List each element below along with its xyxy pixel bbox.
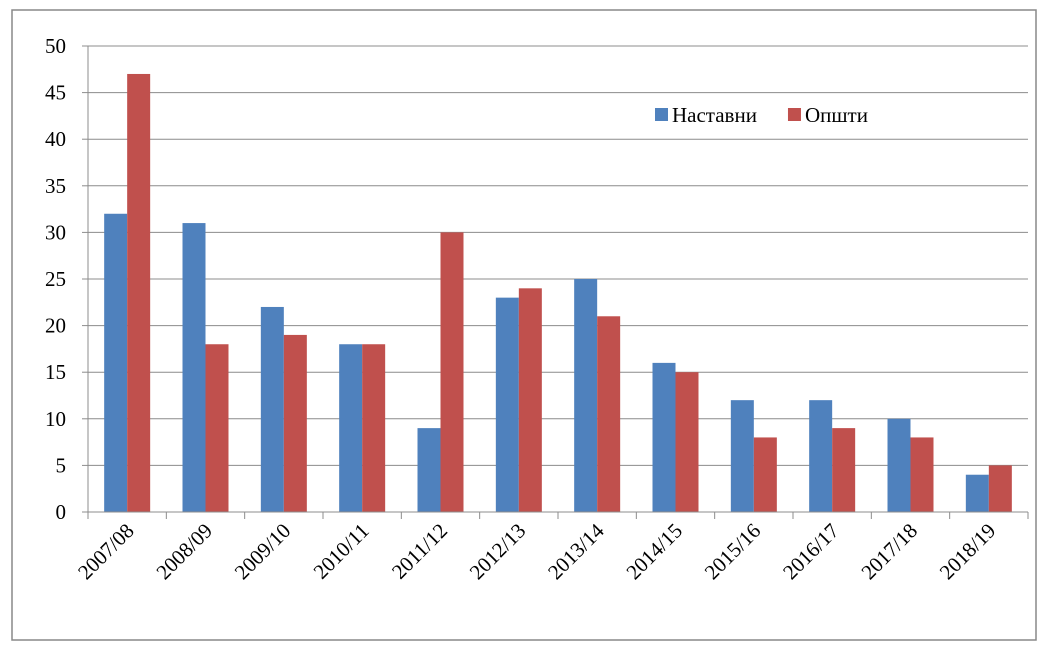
x-tick-label: 2017/18 bbox=[856, 519, 922, 585]
y-tick-label: 20 bbox=[45, 314, 66, 338]
y-tick-label: 35 bbox=[45, 174, 66, 198]
bar bbox=[440, 232, 464, 512]
bar bbox=[362, 344, 386, 512]
x-tick-label: 2010/11 bbox=[309, 519, 374, 584]
bar bbox=[260, 306, 284, 512]
bar bbox=[127, 73, 151, 513]
x-tick-label: 2007/08 bbox=[73, 519, 139, 585]
x-tick-label: 2016/17 bbox=[778, 519, 844, 585]
x-tick-label: 2014/15 bbox=[621, 519, 687, 585]
bar bbox=[832, 428, 856, 512]
bar bbox=[730, 400, 754, 512]
bar bbox=[652, 362, 676, 512]
bar bbox=[675, 372, 699, 512]
bar bbox=[518, 288, 542, 512]
y-tick-label: 50 bbox=[45, 34, 66, 58]
y-tick-label: 10 bbox=[45, 407, 66, 431]
x-tick-label: 2018/19 bbox=[935, 519, 1001, 585]
bar bbox=[965, 474, 989, 512]
bar bbox=[910, 437, 934, 512]
bar bbox=[182, 223, 206, 512]
bar bbox=[339, 344, 363, 512]
bar bbox=[205, 344, 229, 512]
bar bbox=[283, 334, 307, 512]
legend-swatch bbox=[655, 108, 668, 121]
y-tick-label: 40 bbox=[45, 127, 66, 151]
bar bbox=[753, 437, 777, 512]
x-tick-label: 2009/10 bbox=[230, 519, 296, 585]
bar bbox=[887, 418, 911, 512]
x-tick-label: 2008/09 bbox=[151, 519, 217, 585]
bar bbox=[417, 428, 441, 512]
y-tick-label: 0 bbox=[56, 500, 67, 524]
legend-swatch bbox=[787, 108, 801, 121]
y-tick-label: 25 bbox=[45, 267, 66, 291]
bar bbox=[809, 400, 833, 512]
x-tick-label: 2012/13 bbox=[465, 519, 531, 585]
bar bbox=[597, 316, 621, 512]
x-tick-label: 2011/12 bbox=[387, 519, 452, 584]
y-tick-label: 15 bbox=[45, 360, 66, 384]
bar bbox=[574, 279, 598, 512]
bar bbox=[495, 297, 519, 512]
y-tick-label: 45 bbox=[45, 81, 66, 105]
bar bbox=[104, 213, 128, 512]
y-tick-label: 5 bbox=[56, 453, 67, 477]
legend-label: Општи bbox=[805, 103, 868, 127]
chart-border bbox=[11, 9, 1037, 641]
legend-label: Наставни bbox=[672, 103, 757, 127]
x-tick-label: 2015/16 bbox=[700, 519, 766, 585]
x-tick-label: 2013/14 bbox=[543, 518, 609, 584]
bar bbox=[988, 465, 1012, 512]
y-tick-label: 30 bbox=[45, 220, 66, 244]
